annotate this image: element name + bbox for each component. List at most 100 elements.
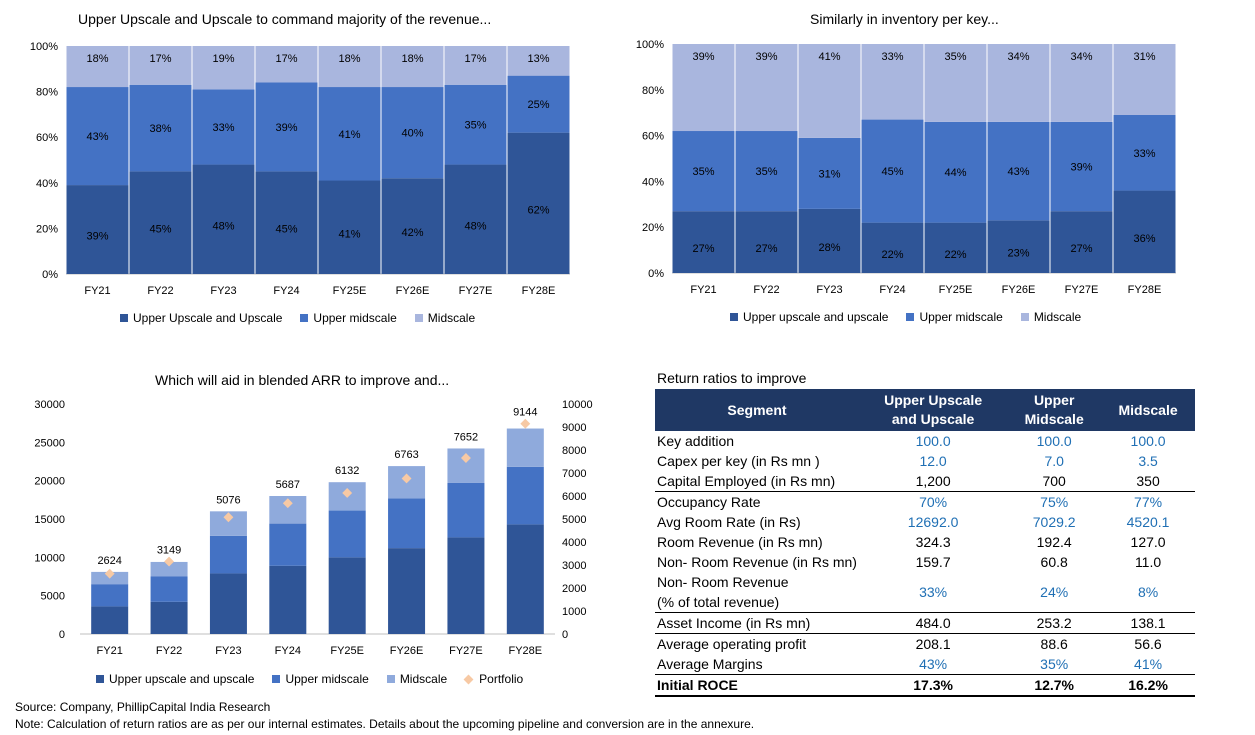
bar-segment [1050, 121, 1113, 212]
return-ratios-panel: Return ratios to improve Segment Upper U… [655, 370, 1195, 697]
bar-segment [66, 46, 129, 88]
header-midscale: Midscale [1101, 389, 1195, 431]
data-label: 18% [86, 53, 108, 65]
y2-tick-label: 7000 [562, 468, 586, 480]
bar-segment [209, 535, 247, 574]
bar-segment [672, 44, 735, 132]
data-label: 23% [1007, 248, 1029, 260]
row-value: 70% [858, 491, 1008, 512]
chart2-legend: Upper upscale and upscale Upper midscale… [730, 310, 1081, 324]
bar-segment [861, 44, 924, 120]
bar-segment [66, 87, 129, 186]
bar-segment [861, 119, 924, 223]
bar-segment [861, 222, 924, 273]
legend-swatch-mid [300, 314, 309, 322]
row-value: 1,200 [915, 473, 951, 489]
legend-label: Upper upscale and upscale [743, 310, 889, 324]
data-label: 19% [212, 53, 234, 65]
row-value: 350 [1136, 473, 1160, 489]
legend-swatch-light [414, 314, 423, 322]
row-value: 7029.2 [1032, 514, 1076, 530]
bar-segment [798, 44, 861, 138]
data-label: 25% [527, 99, 549, 111]
bar-segment [91, 606, 129, 634]
bar-segment [269, 523, 307, 566]
row-value: 75% [1007, 491, 1102, 512]
row-value: 8% [1137, 584, 1159, 600]
x-tick-label: FY21 [84, 285, 110, 297]
legend-swatch-dark [96, 675, 104, 683]
row-value: 324.3 [915, 534, 951, 550]
bar-segment [798, 137, 861, 209]
table-row: Asset Income (in Rs mn) 484.0 253.2 138.1 [655, 612, 1195, 634]
bar-segment [444, 46, 507, 85]
x-tick-label: FY28E [508, 645, 542, 657]
bar-segment [269, 565, 307, 634]
bar-segment [192, 164, 255, 274]
row-label: Avg Room Rate (in Rs) [657, 514, 801, 530]
data-label: 41% [818, 51, 840, 63]
bar-segment [381, 178, 444, 274]
bar-segment [388, 498, 426, 549]
data-label: 39% [275, 122, 297, 134]
chart2-inventory-mix: 0% 20% 40% 60% 80% 100% 27% 35% 39% FY21 27% 35% 39%… [636, 39, 1176, 296]
y2-tick-label: 0 [562, 629, 568, 641]
row-value: 43% [919, 656, 948, 672]
row-label: Key addition [657, 433, 735, 449]
row-value: 12.7% [1007, 674, 1102, 697]
bar-segment [987, 44, 1050, 122]
portfolio-point [520, 418, 531, 429]
legend-swatch-dark [120, 314, 128, 322]
bar-segment [672, 211, 735, 273]
legend-label: Upper midscale [919, 310, 1003, 324]
data-label: 39% [692, 51, 714, 63]
y-tick-label: 20% [642, 222, 664, 234]
bar-segment [447, 482, 485, 538]
bar-segment [328, 510, 366, 558]
y-tick-label: 40% [36, 178, 58, 190]
x-tick-label: FY24 [275, 645, 301, 657]
row-label: Average operating profit [655, 633, 859, 654]
return-ratios-title: Return ratios to improve [657, 370, 807, 386]
bar-segment [735, 44, 798, 132]
row-label: Initial ROCE [655, 674, 859, 697]
header-segment: Segment [655, 389, 859, 431]
bar-segment [150, 561, 188, 577]
x-tick-label: FY23 [210, 285, 236, 297]
header-text: Midscale [1024, 411, 1084, 427]
bar-segment [150, 576, 188, 602]
portfolio-label: 2624 [97, 555, 121, 567]
data-label: 48% [464, 220, 486, 232]
bar-segment [735, 211, 798, 273]
x-tick-label: FY23 [215, 645, 241, 657]
row-value: 3.5 [1138, 453, 1158, 469]
x-tick-label: FY23 [816, 284, 842, 296]
row-value: 127.0 [1130, 534, 1166, 550]
legend-label: Midscale [399, 672, 448, 686]
table-row: Avg Room Rate (in Rs) 12692.0 7029.2 4520.1 [655, 512, 1195, 532]
header-upper-upscale: Upper Upscale and Upscale [858, 389, 1008, 431]
bar-segment [150, 601, 188, 634]
data-label: 40% [401, 128, 423, 140]
data-label: 39% [86, 231, 108, 243]
data-label: 17% [275, 53, 297, 65]
bar-segment [1050, 44, 1113, 122]
y2-tick-label: 1000 [562, 606, 586, 618]
bar-segment [672, 131, 735, 212]
data-label: 41% [338, 129, 360, 141]
data-label: 17% [464, 53, 486, 65]
chart3-legend: Upper upscale and upscale Upper midscale… [96, 672, 523, 686]
bar-segment [1113, 114, 1176, 191]
data-label: 27% [1070, 243, 1092, 255]
bar-segment [91, 584, 129, 607]
data-label: 33% [881, 51, 903, 63]
x-tick-label: FY25E [330, 645, 364, 657]
bar-segment [1113, 190, 1176, 273]
y-tick-label: 5000 [41, 591, 65, 603]
y-tick-label: 80% [642, 85, 664, 97]
table-row: Non- Room Revenue (% of total revenue) 33%… [655, 572, 1195, 613]
bar-segment [129, 46, 192, 85]
bar-segment [381, 87, 444, 179]
table-row: Room Revenue (in Rs mn) 324.3 192.4 127.0 [655, 532, 1195, 552]
bar-segment [444, 84, 507, 165]
